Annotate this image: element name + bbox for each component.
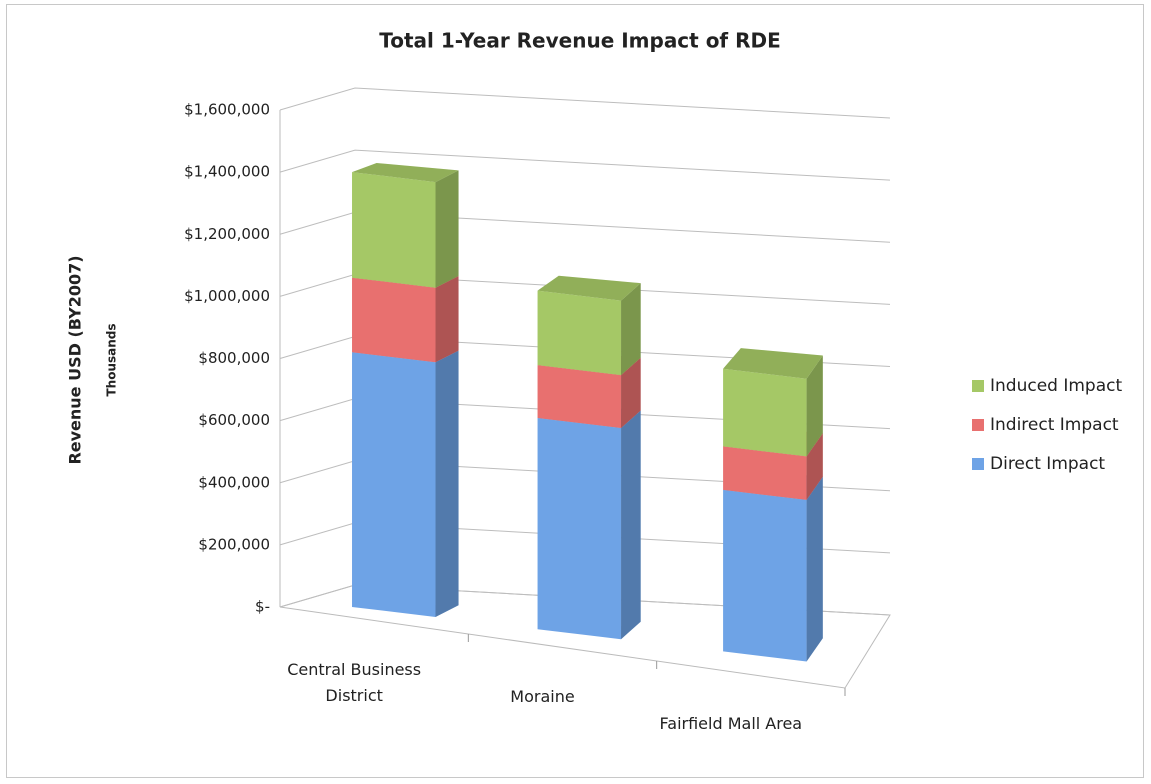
bar-side-shade xyxy=(806,433,823,500)
bar-side-shade xyxy=(435,350,459,617)
bar-side xyxy=(806,433,823,500)
bar-front xyxy=(723,489,807,662)
y-tick-label: $200,000 xyxy=(198,535,270,553)
bar-side-shade xyxy=(621,357,641,428)
bar-side-shade xyxy=(435,276,459,363)
bar-top xyxy=(723,348,823,379)
y-tick-label: $1,400,000 xyxy=(184,163,270,181)
bar-top xyxy=(352,163,459,183)
bar-side xyxy=(621,410,641,640)
bar-front xyxy=(723,446,807,500)
y-axis-sublabel: Thousands xyxy=(105,323,119,396)
bar-front xyxy=(723,368,807,457)
bar-front xyxy=(537,290,622,376)
chart-frame xyxy=(6,4,1144,778)
legend-label: Direct Impact xyxy=(990,454,1105,474)
bar-side-shade xyxy=(621,283,641,376)
bar-front xyxy=(352,352,436,617)
y-tick-label: $1,600,000 xyxy=(184,101,270,119)
grid-line xyxy=(279,149,891,181)
bar-side xyxy=(435,276,459,363)
bar-side-shade xyxy=(621,410,641,640)
bar-front xyxy=(537,365,622,428)
y-tick-label: $600,000 xyxy=(198,411,270,429)
y-tick-label: $1,000,000 xyxy=(184,287,270,305)
y-tick-label: $800,000 xyxy=(198,349,270,367)
y-tick-label: $400,000 xyxy=(198,473,270,491)
legend-label: Induced Impact xyxy=(990,376,1122,396)
bar-top-shade xyxy=(537,275,641,301)
x-tick-label: Moraine xyxy=(510,686,575,706)
bar-top xyxy=(537,275,641,301)
bar-top-shade xyxy=(352,163,459,183)
bar-top-shade xyxy=(723,348,823,379)
legend-swatch xyxy=(972,380,984,392)
x-tick-label: Fairfield Mall Area xyxy=(659,713,803,733)
legend-swatch xyxy=(972,458,984,470)
legend-label: Indirect Impact xyxy=(990,415,1119,435)
legend-swatch xyxy=(972,419,984,431)
bar-front xyxy=(352,277,436,363)
bar-side-shade xyxy=(806,476,823,662)
bar-side xyxy=(806,476,823,662)
bar-side xyxy=(621,283,641,376)
y-tick-label: $- xyxy=(255,598,270,616)
bar-side xyxy=(806,355,823,457)
x-tick-label: Central Business District xyxy=(287,659,422,705)
bar-side-shade xyxy=(806,355,823,457)
bar-side xyxy=(435,350,459,617)
bar-front xyxy=(537,417,622,640)
chart-title: Total 1-Year Revenue Impact of RDE xyxy=(379,29,781,53)
grid-line xyxy=(279,87,891,119)
y-axis-label: Revenue USD (BY2007) xyxy=(66,255,85,464)
bar-side xyxy=(435,170,459,288)
bar-side xyxy=(621,357,641,428)
bar-side-shade xyxy=(435,170,459,288)
bar-front xyxy=(352,172,436,288)
y-tick-label: $1,200,000 xyxy=(184,225,270,243)
